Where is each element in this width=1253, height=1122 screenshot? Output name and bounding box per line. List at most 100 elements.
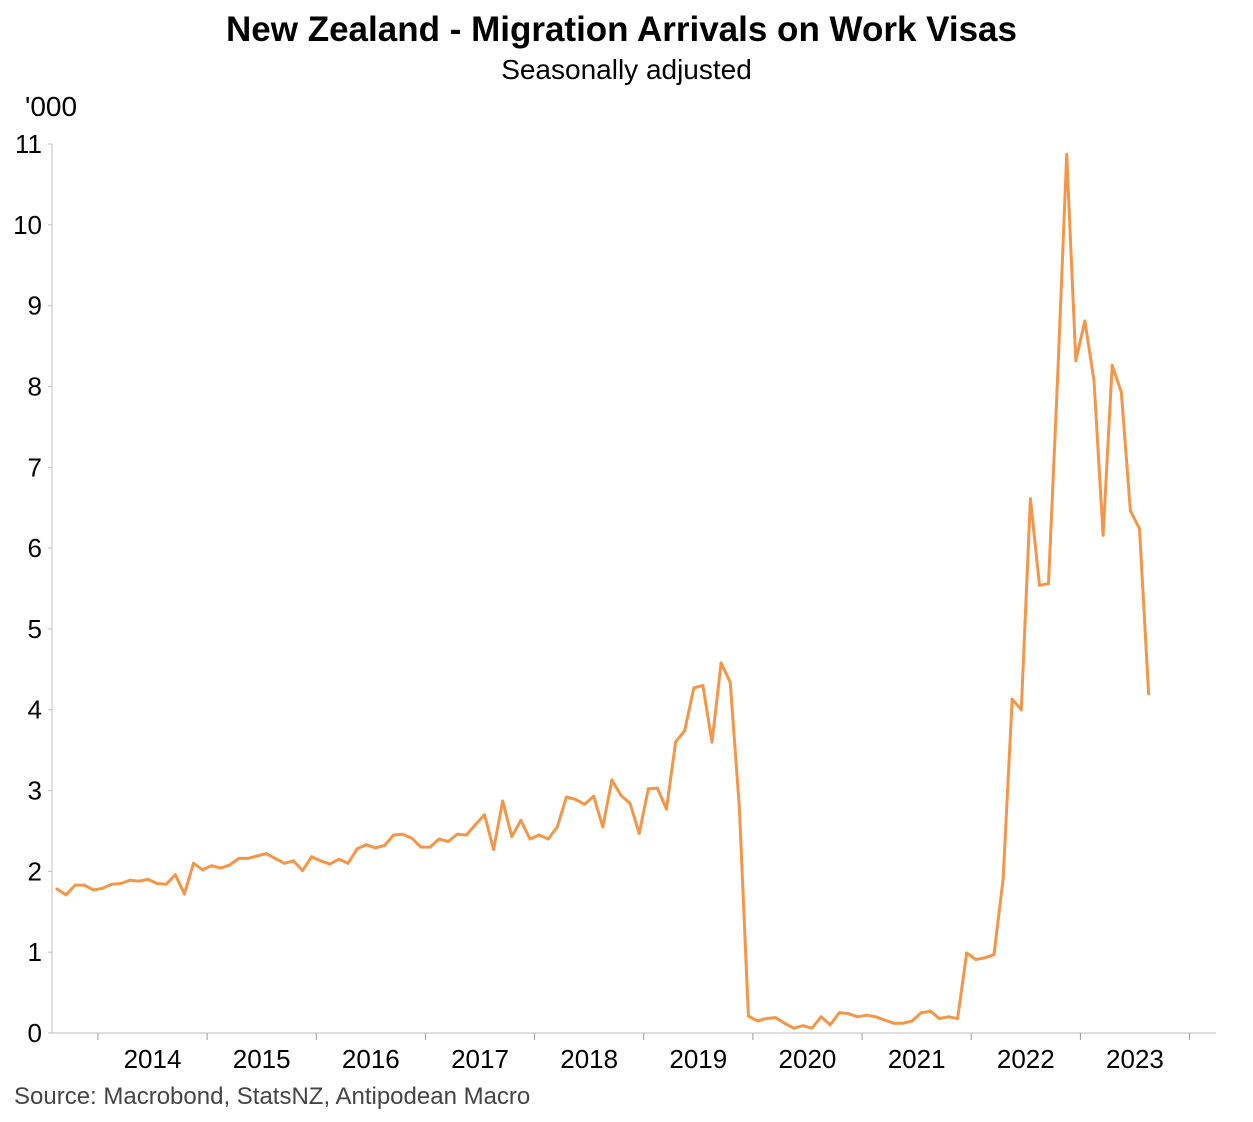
data-point — [237, 856, 241, 860]
data-point — [674, 740, 678, 744]
data-point — [73, 883, 77, 887]
data-point — [928, 1009, 932, 1013]
y-tick-label: 5 — [28, 614, 42, 644]
data-point — [1019, 708, 1023, 712]
data-point — [619, 793, 623, 797]
data-point — [765, 1017, 768, 1020]
data-point — [583, 802, 587, 806]
data-point — [756, 1019, 759, 1023]
data-point — [692, 686, 696, 690]
data-point — [474, 823, 477, 826]
data-point — [319, 859, 323, 863]
data-point — [956, 1017, 960, 1020]
data-point — [655, 786, 659, 790]
data-point — [564, 795, 568, 799]
data-point — [64, 893, 68, 897]
data-point — [164, 882, 168, 886]
data-point — [992, 953, 996, 957]
data-point — [455, 832, 459, 836]
data-point — [746, 1014, 750, 1018]
data-point — [1010, 697, 1014, 701]
data-point — [846, 1012, 850, 1016]
data-point — [410, 836, 414, 840]
y-tick-label: 10 — [13, 210, 42, 240]
data-point — [419, 845, 423, 849]
data-point — [155, 882, 159, 885]
data-point — [210, 864, 214, 868]
data-point — [228, 863, 232, 867]
series-line — [55, 153, 1151, 1030]
data-point — [137, 879, 141, 883]
data-point — [110, 882, 114, 886]
data-point — [1110, 363, 1114, 367]
data-point — [637, 831, 641, 835]
data-point — [819, 1015, 823, 1019]
data-point — [828, 1023, 832, 1027]
x-tick-label: 2016 — [342, 1044, 400, 1074]
data-point — [646, 787, 650, 791]
data-point — [1119, 390, 1123, 394]
data-point — [173, 873, 177, 877]
data-point — [91, 888, 95, 892]
x-tick-label: 2020 — [779, 1044, 837, 1074]
data-point — [292, 859, 295, 863]
data-point — [1147, 692, 1151, 696]
data-point — [983, 956, 987, 960]
data-point — [383, 844, 386, 847]
data-point — [883, 1018, 887, 1022]
y-tick-label: 4 — [28, 695, 42, 725]
data-point — [610, 778, 614, 782]
y-axis-unit-label: '000 — [25, 91, 77, 122]
y-tick-label: 11 — [15, 129, 42, 159]
x-tick-label: 2023 — [1106, 1044, 1164, 1074]
data-point — [1047, 582, 1050, 586]
data-point — [601, 825, 605, 829]
data-point — [1056, 376, 1060, 380]
data-point — [1101, 533, 1105, 537]
x-tick-label: 2019 — [669, 1044, 727, 1074]
data-point — [337, 857, 341, 861]
data-point — [810, 1026, 814, 1030]
data-point — [1083, 319, 1087, 323]
x-tick-label: 2022 — [997, 1044, 1055, 1074]
data-point — [146, 877, 150, 881]
data-point — [683, 729, 687, 733]
y-tick-label: 3 — [28, 776, 42, 806]
data-point — [592, 794, 596, 798]
data-point — [119, 882, 123, 885]
data-point — [401, 832, 405, 836]
series-group — [55, 153, 1151, 1030]
data-point — [865, 1013, 869, 1017]
data-point — [1001, 877, 1005, 881]
data-point — [182, 892, 186, 896]
data-point — [856, 1015, 859, 1019]
data-point — [919, 1011, 923, 1015]
chart-title: New Zealand - Migration Arrivals on Work… — [226, 10, 1017, 49]
data-point — [801, 1024, 805, 1028]
data-point — [737, 805, 741, 809]
data-point — [82, 883, 86, 887]
y-tick-label: 7 — [28, 452, 42, 482]
data-point — [792, 1026, 796, 1030]
data-point — [710, 740, 714, 744]
y-tick-label: 8 — [28, 371, 42, 401]
y-tick-label: 1 — [28, 937, 42, 967]
data-point — [255, 854, 259, 858]
data-point — [264, 852, 268, 856]
data-point — [483, 813, 486, 817]
y-tick-label: 0 — [28, 1018, 42, 1048]
data-point — [546, 837, 550, 841]
data-point — [719, 661, 723, 665]
data-point — [1138, 527, 1141, 531]
data-point — [837, 1011, 841, 1015]
data-point — [665, 807, 668, 811]
data-point — [373, 846, 377, 850]
data-point — [364, 843, 368, 847]
data-point — [528, 837, 532, 841]
data-point — [965, 951, 969, 955]
y-axis: 0 1 2 3 4 5 6 7 8 9 10 11 — [13, 129, 53, 1048]
data-point — [55, 887, 59, 891]
data-point — [392, 833, 396, 837]
chart-subtitle: Seasonally adjusted — [501, 54, 752, 85]
data-point — [310, 855, 314, 859]
